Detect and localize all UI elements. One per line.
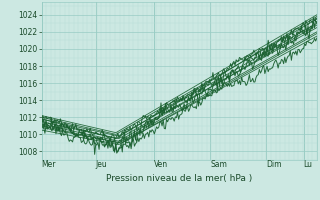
Text: Sam: Sam — [210, 160, 227, 169]
Text: Lu: Lu — [304, 160, 313, 169]
Text: Mer: Mer — [42, 160, 56, 169]
Text: Jeu: Jeu — [96, 160, 107, 169]
X-axis label: Pression niveau de la mer( hPa ): Pression niveau de la mer( hPa ) — [106, 174, 252, 183]
Text: Ven: Ven — [154, 160, 168, 169]
Text: Dim: Dim — [266, 160, 282, 169]
